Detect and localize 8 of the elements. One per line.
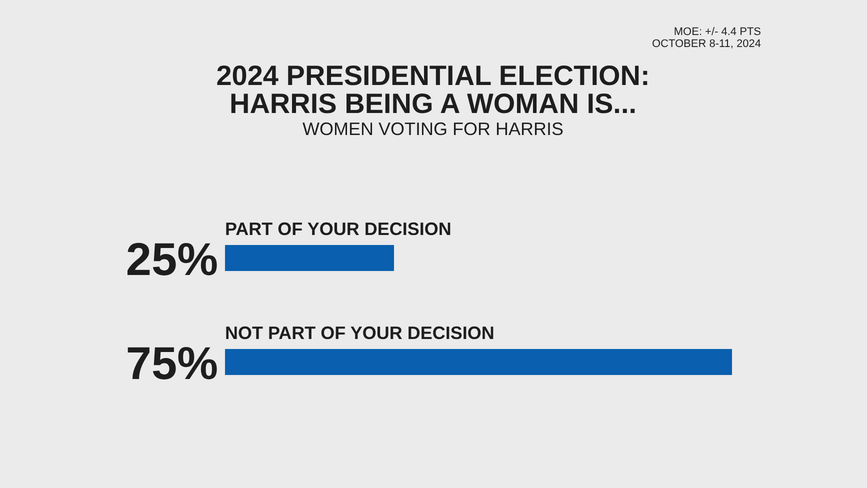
chart-subtitle: WOMEN VOTING FOR HARRIS bbox=[302, 119, 564, 139]
text: OCTOBER 8-11, 2024 bbox=[652, 38, 761, 50]
y-tick-label: NOT PART OF YOUR DECISION bbox=[225, 323, 494, 343]
data-label: 75% bbox=[126, 337, 218, 389]
text: MOE: +/- 4.4 PTS bbox=[674, 26, 761, 38]
y-tick-label: PART OF YOUR DECISION bbox=[225, 219, 452, 239]
data-label: 25% bbox=[126, 233, 218, 285]
chart-title: 2024 PRESIDENTIAL ELECTION: HARRIS BEING A WOMAN IS... bbox=[216, 60, 650, 119]
